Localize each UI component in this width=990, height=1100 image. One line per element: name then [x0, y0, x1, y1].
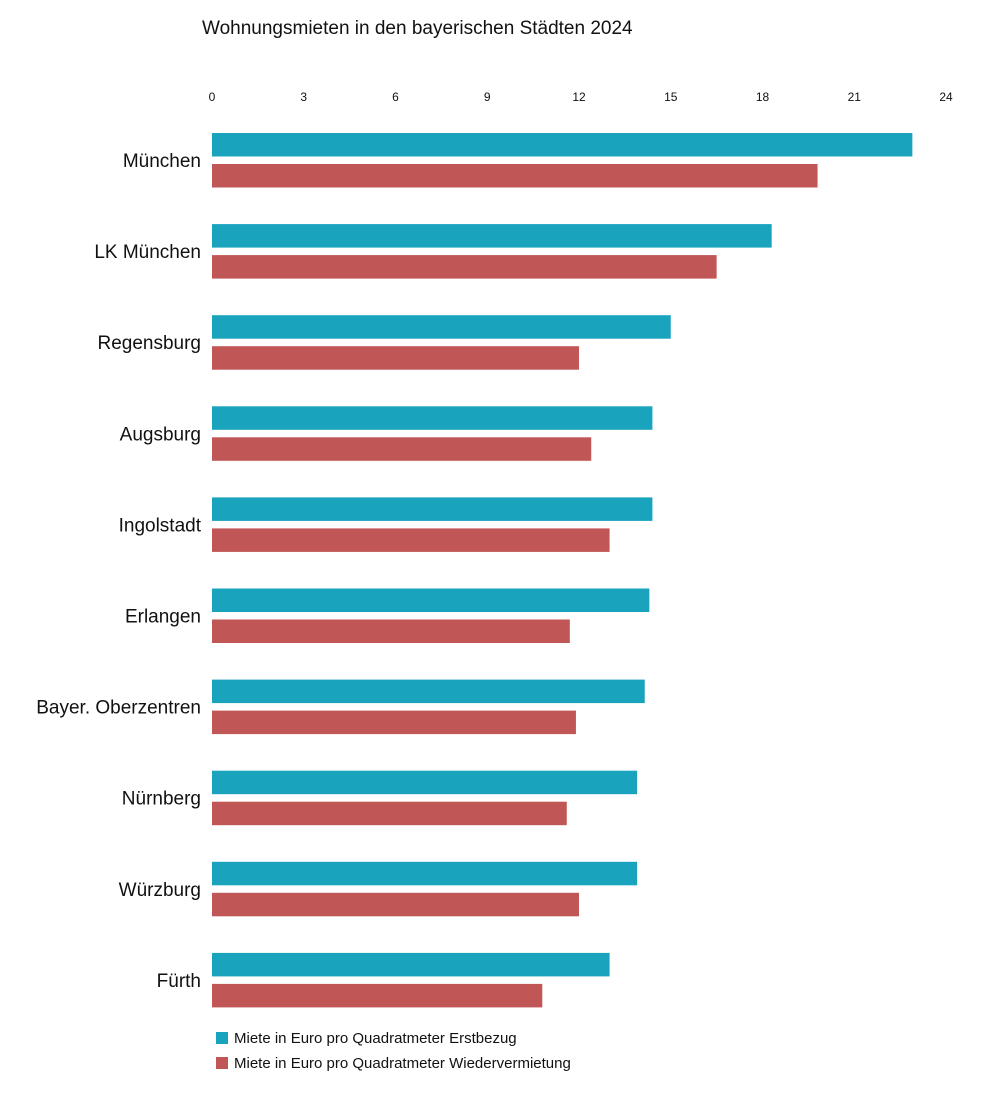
- legend-swatch: [216, 1032, 228, 1044]
- bar-erstbezug: [212, 315, 671, 339]
- x-tick-label: 9: [484, 90, 491, 104]
- x-tick-label: 12: [572, 90, 586, 104]
- bar-erstbezug: [212, 406, 653, 430]
- x-tick-label: 24: [939, 90, 953, 104]
- bar-erstbezug: [212, 770, 638, 795]
- category-label: Ingolstadt: [119, 515, 202, 536]
- bar-wiedervermietung: [212, 255, 717, 279]
- bar-erstbezug: [212, 224, 772, 248]
- bar-erstbezug: [212, 679, 645, 704]
- bar-erstbezug: [212, 588, 650, 612]
- legend-swatch: [216, 1057, 228, 1069]
- x-tick-label: 15: [664, 90, 678, 104]
- x-tick-label: 0: [209, 90, 216, 104]
- x-tick-label: 21: [848, 90, 862, 104]
- bar-erstbezug: [212, 952, 610, 977]
- bar-wiedervermietung: [212, 164, 818, 188]
- bar-wiedervermietung: [212, 528, 610, 552]
- legend-label: Miete in Euro pro Quadratmeter Wiederver…: [234, 1055, 571, 1072]
- bar-erstbezug: [212, 861, 638, 886]
- bar-wiedervermietung: [212, 892, 579, 917]
- category-label: Regensburg: [97, 333, 201, 354]
- category-label: München: [123, 151, 201, 172]
- bar-wiedervermietung: [212, 983, 543, 1008]
- category-label: Nürnberg: [122, 789, 201, 810]
- bar-wiedervermietung: [212, 801, 567, 826]
- bar-wiedervermietung: [212, 346, 579, 370]
- category-label: Fürth: [157, 971, 201, 992]
- category-labels: München LK München Regensburg Augsburg Ingol…: [36, 151, 201, 992]
- bar-erstbezug: [212, 133, 913, 157]
- legend: Miete in Euro pro Quadratmeter Erstbezug…: [216, 1030, 571, 1072]
- bar-wiedervermietung: [212, 619, 570, 643]
- bars: [212, 133, 913, 1008]
- x-tick-label: 6: [392, 90, 399, 104]
- category-label: Erlangen: [125, 607, 201, 628]
- category-label: LK München: [94, 242, 201, 263]
- category-label: Augsburg: [120, 424, 201, 445]
- category-label: Bayer. Oberzentren: [36, 698, 201, 719]
- x-axis-ticks: 0 3 6 9 12 15 18 21 24: [209, 90, 953, 104]
- category-label: Würzburg: [119, 880, 201, 901]
- x-tick-label: 18: [756, 90, 770, 104]
- bar-erstbezug: [212, 497, 653, 521]
- chart-title: Wohnungsmieten in den bayerischen Städte…: [202, 18, 633, 39]
- legend-label: Miete in Euro pro Quadratmeter Erstbezug: [234, 1030, 517, 1047]
- bar-wiedervermietung: [212, 437, 592, 461]
- x-tick-label: 3: [300, 90, 307, 104]
- bar-wiedervermietung: [212, 710, 576, 735]
